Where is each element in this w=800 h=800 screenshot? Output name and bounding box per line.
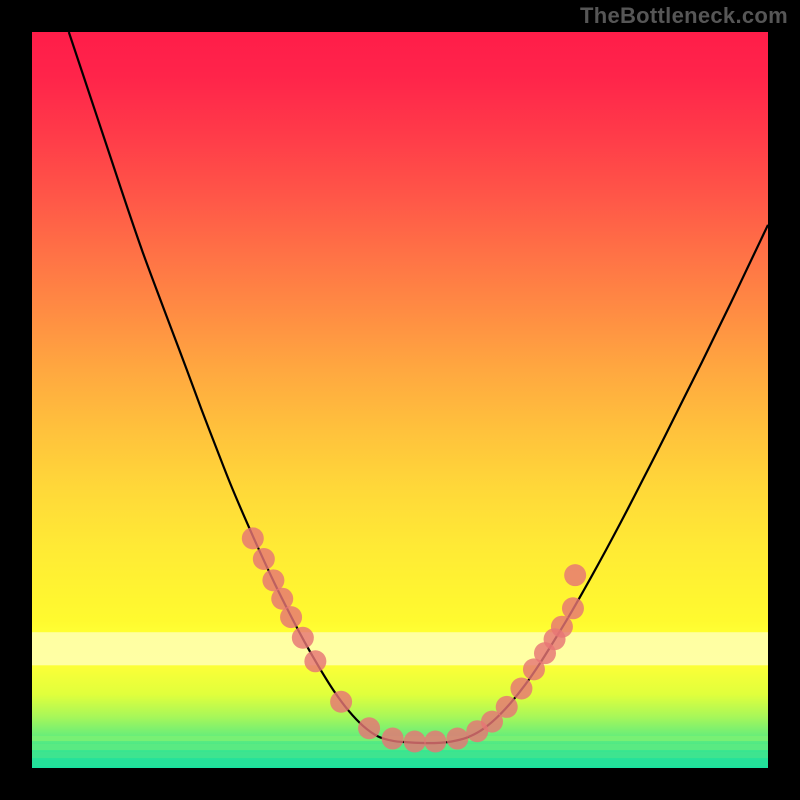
- green-strip: [32, 760, 768, 766]
- green-strip: [32, 744, 768, 750]
- chart-plot-area: [32, 32, 768, 768]
- chart-gradient-background: [32, 32, 768, 768]
- green-strip: [32, 736, 768, 742]
- watermark-text: TheBottleneck.com: [580, 3, 788, 29]
- green-strip: [32, 752, 768, 758]
